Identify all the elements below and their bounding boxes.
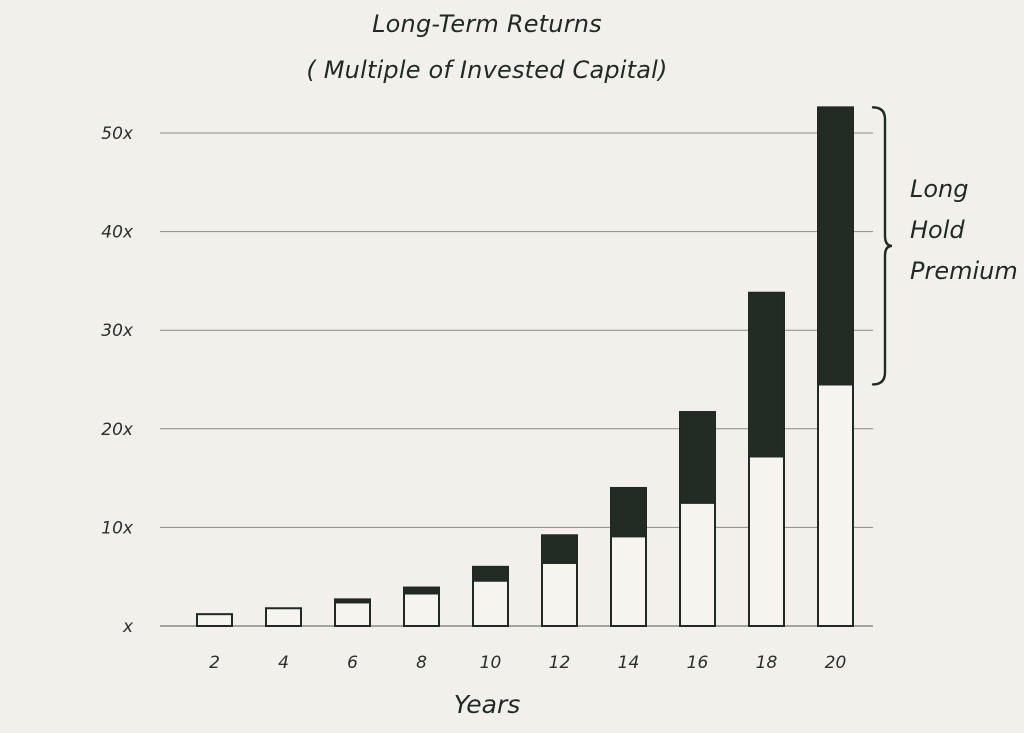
x-tick-label: 16: [687, 653, 709, 673]
y-tick-label: x: [122, 617, 134, 637]
bar-premium-segment: [679, 411, 716, 504]
y-tick-label: 20x: [101, 420, 134, 440]
annotation-text-line: Long: [910, 175, 969, 203]
bar-base-segment: [679, 501, 716, 627]
y-axis-ticks: x 10x 20x 30x 40x 50x: [101, 124, 134, 637]
y-tick-label: 10x: [101, 518, 134, 538]
bar-base-segment: [334, 601, 371, 627]
x-tick-label: 18: [756, 653, 778, 673]
x-tick-label: 12: [549, 653, 571, 673]
x-tick-label: 4: [278, 653, 289, 673]
bar-base-segment: [610, 535, 647, 627]
y-tick-label: 30x: [101, 321, 134, 341]
bars: [196, 106, 854, 628]
bar-premium-segment: [472, 565, 509, 582]
annotation-text-line: Hold: [910, 216, 965, 244]
bar-premium-segment: [541, 534, 578, 564]
long-hold-premium-annotation: Long Hold Premium: [871, 106, 1018, 386]
x-axis-title: Years: [454, 690, 521, 719]
chart-title-line-2: ( Multiple of Invested Capital): [306, 56, 667, 84]
bar-base-segment: [817, 383, 854, 627]
bar-base-segment: [541, 561, 578, 627]
bar-premium-segment: [610, 486, 647, 538]
brace-bracket: [871, 106, 893, 386]
x-tick-label: 2: [209, 653, 220, 673]
bar-premium-segment: [748, 291, 785, 458]
x-tick-label: 14: [618, 653, 640, 673]
annotation-text-line: Premium: [910, 257, 1018, 285]
bar-base-segment: [748, 455, 785, 627]
x-axis-ticks: 2 4 6 8 10 12 14 16 18 20: [209, 653, 846, 673]
bar-base-segment: [196, 613, 233, 628]
bar-premium-segment: [817, 106, 854, 386]
bar-base-segment: [265, 607, 302, 628]
bar-premium-segment: [334, 598, 371, 604]
y-tick-label: 50x: [101, 124, 134, 144]
bar-base-segment: [403, 592, 440, 627]
x-tick-label: 8: [416, 653, 427, 673]
x-tick-label: 10: [480, 653, 502, 673]
bar-premium-segment: [403, 586, 440, 595]
x-tick-label: 20: [825, 653, 847, 673]
y-tick-label: 40x: [101, 223, 134, 243]
bar-base-segment: [472, 579, 509, 627]
x-tick-label: 6: [347, 653, 358, 673]
chart-title-line-1: Long-Term Returns: [372, 10, 602, 38]
